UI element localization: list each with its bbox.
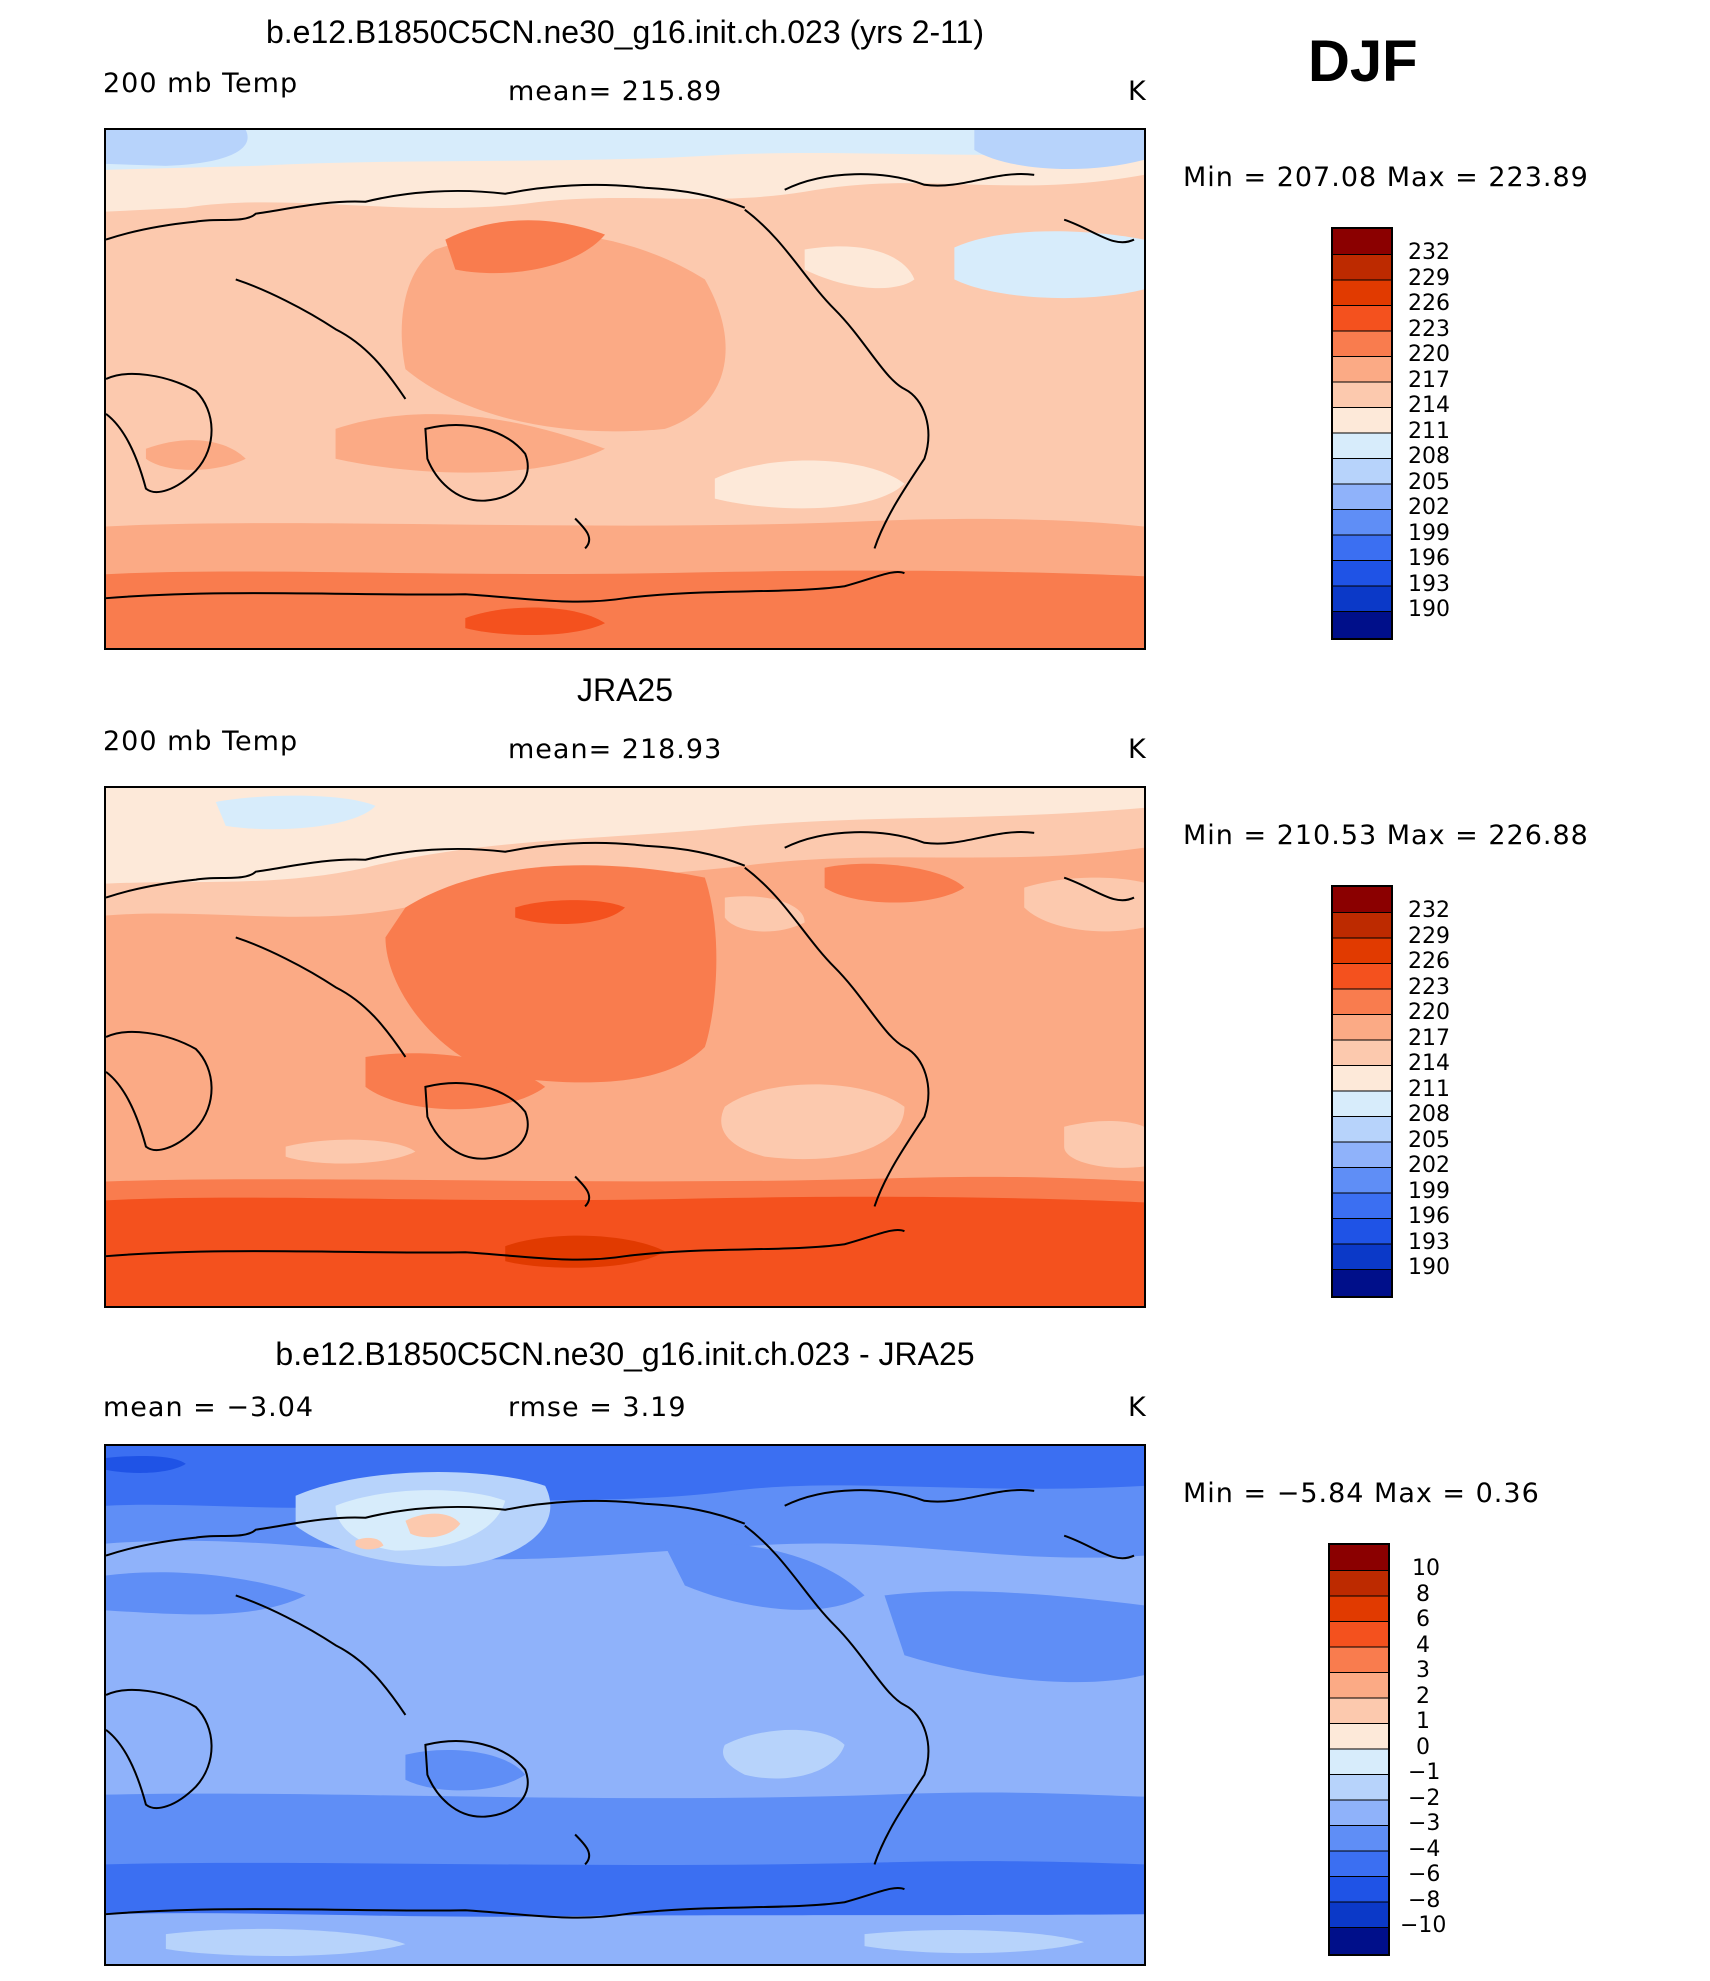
panel-2-variable-label: 200 mb Temp [103,726,299,757]
panel-1-tick-label: 196 [1408,546,1450,571]
panel-2-title: JRA25 [576,672,674,708]
panel-1-tick-label: 211 [1408,419,1450,444]
panel-2-tick-label: 199 [1408,1179,1450,1204]
panel-1-tick-label: 220 [1408,342,1450,367]
season-label: DJF [1308,29,1418,94]
panel-3-tick-label: 3 [1416,1658,1430,1683]
panel-2-tick-label: 193 [1408,1230,1450,1255]
panel-2-map [104,786,1146,1308]
panel-3-unit-label: K [1128,1392,1147,1423]
panel-2-minmax: Min = 210.53 Max = 226.88 [1183,820,1589,851]
panel-1-tick-label: 205 [1408,470,1450,495]
panel-3-tick-label: 4 [1416,1633,1430,1658]
panel-1-colorbar [1331,227,1393,640]
panel-2-coastlines [106,831,1135,1261]
panel-1-tick-label: 217 [1408,368,1450,393]
panel-2-colorbar-swatches [1333,887,1391,1296]
panel-2-tick-label: 232 [1408,898,1450,923]
panel-1-mean-label: mean= 215.89 [508,76,723,107]
panel-1-contour-map [106,130,1144,648]
panel-1-title: b.e12.B1850C5CN.ne30_g16.init.ch.023 (yr… [265,14,985,50]
panel-1-tick-label: 223 [1408,317,1450,342]
panel-2-tick-label: 196 [1408,1204,1450,1229]
panel-2-tick-label: 202 [1408,1153,1450,1178]
panel-3-tick-label: −8 [1408,1888,1441,1913]
panel-1-tick-label: 214 [1408,393,1450,418]
panel-3-tick-label: −6 [1408,1862,1441,1887]
panel-2-colorbar [1331,885,1393,1298]
panel-3-tick-label: −1 [1408,1760,1441,1785]
panel-3-minmax: Min = −5.84 Max = 0.36 [1183,1478,1540,1509]
panel-2-tick-label: 220 [1408,1000,1450,1025]
panel-1-tick-label: 199 [1408,521,1450,546]
panel-3-colorbar-swatches [1330,1545,1388,1954]
panel-3-colorbar [1328,1543,1390,1956]
panel-1-tick-label: 232 [1408,240,1450,265]
panel-2-tick-label: 205 [1408,1128,1450,1153]
panel-2-unit-label: K [1128,734,1147,765]
panel-1-tick-label: 208 [1408,444,1450,469]
panel-3-coastlines [106,1489,1135,1919]
panel-2-tick-label: 226 [1408,949,1450,974]
panel-3-tick-label: 2 [1416,1684,1430,1709]
panel-3-tick-label: 6 [1416,1607,1430,1632]
panel-3-tick-label: −3 [1408,1811,1441,1836]
panel-1-variable-label: 200 mb Temp [103,68,299,99]
panel-1-tick-label: 229 [1408,266,1450,291]
panel-3-title: b.e12.B1850C5CN.ne30_g16.init.ch.023 - J… [275,1336,975,1372]
panel-1-tick-label: 226 [1408,291,1450,316]
panel-2-tick-label: 214 [1408,1051,1450,1076]
panel-1-tick-label: 202 [1408,495,1450,520]
panel-3-tick-label: 8 [1416,1582,1430,1607]
panel-2-tick-label: 217 [1408,1026,1450,1051]
panel-1-coastlines [106,173,1135,603]
panel-1-tick-label: 193 [1408,572,1450,597]
panel-1-tick-label: 190 [1408,597,1450,622]
panel-3-map [104,1444,1146,1966]
panel-1-map [104,128,1146,650]
panel-3-tick-label: 10 [1412,1556,1440,1581]
panel-3-tick-label: −4 [1408,1837,1441,1862]
panel-2-tick-label: 229 [1408,924,1450,949]
panel-3-tick-label: 1 [1416,1709,1430,1734]
panel-3-mean-label: mean = −3.04 [103,1392,315,1423]
panel-2-mean-label: mean= 218.93 [508,734,723,765]
panel-1-unit-label: K [1128,76,1147,107]
panel-3-rmse-label: rmse = 3.19 [508,1392,687,1423]
panel-2-contour-map [106,788,1144,1306]
panel-3-tick-label: −10 [1400,1913,1447,1938]
panel-2-tick-label: 190 [1408,1255,1450,1280]
panel-2-tick-label: 208 [1408,1102,1450,1127]
panel-3-tick-label: −2 [1408,1786,1441,1811]
panel-2-tick-label: 223 [1408,975,1450,1000]
panel-1-colorbar-swatches [1333,229,1391,638]
panel-3-contour-map [106,1446,1144,1964]
panel-2-tick-label: 211 [1408,1077,1450,1102]
panel-3-tick-label: 0 [1416,1735,1430,1760]
panel-1-minmax: Min = 207.08 Max = 223.89 [1183,162,1589,193]
